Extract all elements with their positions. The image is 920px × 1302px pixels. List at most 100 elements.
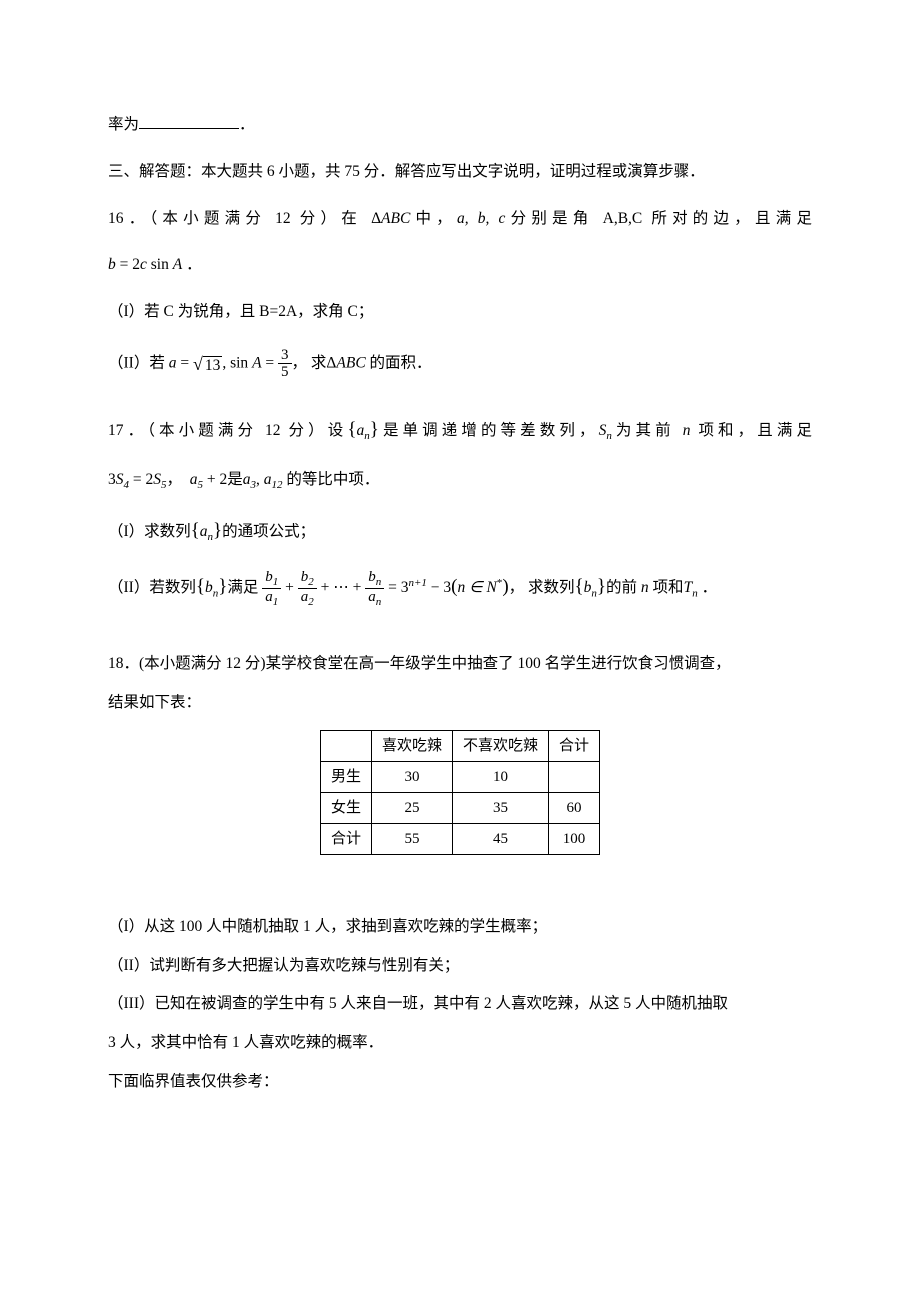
q16-pre: 16．（本小题满分 12 分）在	[108, 210, 371, 227]
q17-p1-a: a	[200, 523, 208, 540]
q17-Tn: T	[684, 579, 693, 596]
q18-part3a: （III）已知在被调查的学生中有 5 人来自一班，其中有 2 人喜欢吃辣，从这 …	[108, 992, 812, 1017]
q17-minus3: − 3	[427, 579, 451, 596]
brace-r-icon: }	[370, 419, 379, 440]
q16-eq-end: ．	[182, 256, 201, 273]
q17-frac1: b1a1	[262, 569, 281, 608]
table-cell: 35	[453, 792, 549, 823]
table-row: 合计 55 45 100	[320, 823, 599, 854]
plus-icon: +	[285, 579, 298, 596]
q16-vars: a, b, c	[457, 210, 505, 227]
dots-icon: + ⋯ +	[321, 579, 366, 596]
q17-frac2: b2a2	[298, 569, 317, 608]
q17-l2-post: 的等比中项．	[283, 471, 380, 488]
table-cell: 45	[453, 823, 549, 854]
q16-part2: （II）若 a = √13, sin A = 35， 求ΔABC 的面积．	[108, 347, 812, 381]
q18-stem2: 结果如下表：	[108, 691, 812, 716]
q16-mid2: 分别是角	[505, 210, 593, 227]
q16-rad: 13	[203, 356, 223, 376]
q16-part1: （I）若 C 为锐角，且 B=2A，求角 C；	[108, 300, 812, 325]
q17-a5-a: a	[190, 471, 198, 488]
q16-p2-post: 的面积．	[366, 355, 432, 372]
q17-p2-mid1: 满足	[227, 579, 262, 596]
q16-eq-sin: sin	[147, 256, 173, 273]
q17-S5: S	[153, 471, 161, 488]
q16-p2-eq1: =	[176, 355, 193, 372]
q17-a3-a: a	[243, 471, 251, 488]
q16-mid1: 中，	[410, 210, 457, 227]
sqrt-icon: √13	[193, 350, 222, 379]
fragment-text: 率为	[108, 116, 139, 133]
table-row: 男生 30 10	[320, 761, 599, 792]
table-cell	[549, 761, 600, 792]
section-3-heading: 三、解答题：本大题共 6 小题，共 75 分．解答应写出文字说明，证明过程或演算…	[108, 160, 812, 185]
q16-frac-num: 3	[278, 347, 292, 365]
table-header-cell: 合计	[549, 730, 600, 761]
table-cell: 女生	[320, 792, 371, 823]
q18-stem1: 18．(本小题满分 12 分)某学校食堂在高一年级学生中抽查了 100 名学生进…	[108, 652, 812, 677]
q17-exp: n+1	[408, 577, 426, 589]
q18-part2: （II）试判断有多大把握认为喜欢吃辣与性别有关；	[108, 954, 812, 979]
q16-p2-abc: ABC	[336, 355, 365, 372]
q17-p2-end: ．	[698, 579, 717, 596]
q16-eq-b: b	[108, 256, 116, 273]
q16-p2-comma: ,	[222, 355, 230, 372]
q17-mid1: 是单调递增的等差数列，	[379, 422, 599, 439]
table-cell: 10	[453, 761, 549, 792]
q17-a12-sub: 12	[272, 479, 283, 491]
q16-p2-A2: A	[252, 355, 261, 372]
q17-nin: n ∈ N	[457, 579, 496, 596]
table-cell: 合计	[320, 823, 371, 854]
table-cell: 100	[549, 823, 600, 854]
q16-p2-mid: ， 求	[292, 355, 327, 372]
q16-mid3: 所对的边，且满足	[651, 210, 812, 227]
table-header-cell: 喜欢吃辣	[371, 730, 452, 761]
q17-n2: n	[641, 579, 649, 596]
q17-is: 是	[227, 471, 243, 488]
table-cell: 30	[371, 761, 452, 792]
brace-r-icon-4: }	[597, 576, 606, 597]
q17-line2: 3S4 = 2S5， a5 + 2是a3, a12 的等比中项．	[108, 468, 812, 495]
fragment-line: 率为 ．	[108, 110, 812, 138]
q17-part2: （II）若数列{bn}满足 b1a1 + b2a2 + ⋯ + bnan = 3…	[108, 569, 812, 608]
q16-p2-pre: （II）若	[108, 355, 169, 372]
brace-l-icon-2: {	[191, 520, 200, 541]
table-header-cell: 不喜欢吃辣	[453, 730, 549, 761]
q17-bn-b: b	[205, 579, 213, 596]
brace-l-icon-4: {	[575, 576, 584, 597]
q18-part1: （I）从这 100 人中随机抽取 1 人，求抽到喜欢吃辣的学生概率；	[108, 915, 812, 940]
q16-stem-line1: 16．（本小题满分 12 分）在 ΔABC中，a, b, c分别是角 A,B,C…	[108, 207, 812, 232]
q17-mid2: 为其前	[612, 422, 683, 439]
q17-eq3: = 3	[388, 579, 408, 596]
q17-p1-post: 的通项公式；	[222, 523, 315, 540]
q17-p2-pre: （II）若数列	[108, 579, 196, 596]
page-content: 率为 ． 三、解答题：本大题共 6 小题，共 75 分．解答应写出文字说明，证明过…	[0, 0, 920, 1302]
q17-p2-mid3: 的前	[606, 579, 641, 596]
q17-p2-mid2: ， 求数列	[509, 579, 575, 596]
q17-mid3: 项和，且满足	[690, 422, 812, 439]
table-header-row: 喜欢吃辣 不喜欢吃辣 合计	[320, 730, 599, 761]
q16-p2-sin: sin	[230, 355, 252, 372]
q17-3: 3	[108, 471, 116, 488]
q17-plus2: + 2	[203, 471, 227, 488]
q16-abc: ABC	[381, 210, 410, 227]
q16-delta: Δ	[371, 210, 381, 227]
q17-a12-a: a	[264, 471, 272, 488]
brace-r-icon-3: }	[218, 576, 227, 597]
q17-stem-line1: 17．（本小题满分 12 分）设{an}是单调递增的等差数列，Sn为其前 n 项…	[108, 415, 812, 446]
q17-part1: （I）求数列{an}的通项公式；	[108, 516, 812, 547]
q18-table: 喜欢吃辣 不喜欢吃辣 合计 男生 30 10 女生 25 35 60 合计 55…	[320, 730, 600, 855]
q16-p2-tri: Δ	[326, 355, 336, 372]
fragment-period: ．	[239, 116, 255, 133]
brace-r-icon-2: }	[213, 520, 222, 541]
table-cell: 男生	[320, 761, 371, 792]
q16-eq-A: A	[173, 256, 182, 273]
q16-frac: 35	[278, 347, 292, 381]
table-cell: 25	[371, 792, 452, 823]
q16-roles: A,B,C	[594, 210, 652, 227]
q17-p1-pre: （I）求数列	[108, 523, 191, 540]
q17-S4: S	[116, 471, 124, 488]
q17-eq2: = 2	[129, 471, 153, 488]
q17-pre: 17．（本小题满分 12 分）设	[108, 422, 347, 439]
q16-p2-eq2: =	[262, 355, 279, 372]
